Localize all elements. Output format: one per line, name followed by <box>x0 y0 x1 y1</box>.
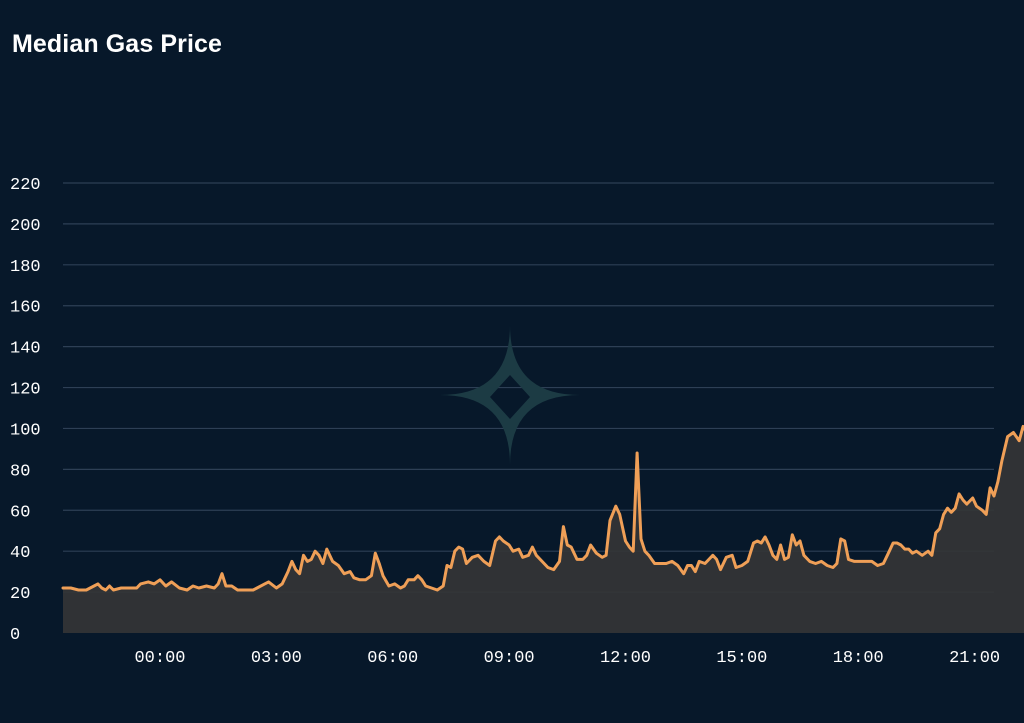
y-tick-label: 60 <box>10 503 30 522</box>
x-tick-label: 18:00 <box>833 649 884 668</box>
y-tick-label: 140 <box>10 340 41 359</box>
x-tick-label: 03:00 <box>251 649 302 668</box>
y-tick-label: 200 <box>10 217 41 236</box>
x-axis: 00:00 03:00 06:00 09:00 12:00 15:00 18:00 21:00 <box>134 649 1000 668</box>
series-area <box>63 426 1024 633</box>
y-tick-label: 40 <box>10 544 30 563</box>
chart-title: Median Gas Price <box>12 30 223 58</box>
y-axis: 0 20 40 60 80 100 120 140 160 180 200 220 <box>10 176 41 645</box>
x-tick-label: 06:00 <box>367 649 418 668</box>
star-watermark-icon <box>440 325 580 465</box>
series-line <box>61 424 1024 592</box>
y-tick-label: 160 <box>10 299 41 318</box>
y-tick-label: 120 <box>10 381 41 400</box>
y-tick-label: 0 <box>10 626 20 645</box>
y-tick-label: 100 <box>10 421 41 440</box>
x-tick-label: 00:00 <box>134 649 185 668</box>
grid-lines <box>63 182 994 593</box>
y-tick-label: 180 <box>10 258 41 277</box>
y-tick-label: 20 <box>10 585 30 604</box>
x-tick-label: 12:00 <box>600 649 651 668</box>
x-tick-label: 09:00 <box>484 649 535 668</box>
y-tick-label: 80 <box>10 462 30 481</box>
x-tick-label: 15:00 <box>716 649 767 668</box>
x-tick-label: 21:00 <box>949 649 1000 668</box>
y-tick-label: 220 <box>10 176 41 195</box>
watermark-logo <box>440 325 580 465</box>
